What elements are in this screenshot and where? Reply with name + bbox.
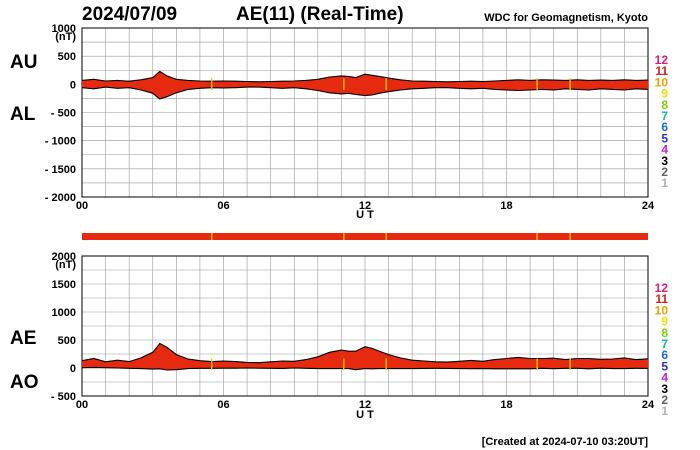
au-al-ytick-label: - 1000: [45, 136, 76, 148]
au-al-station-legend-item: 4: [661, 143, 668, 157]
au-al-xtick-label: 06: [217, 200, 229, 212]
ae-ao-lower-series: [81, 366, 649, 371]
au-al-ytick-label: - 2000: [45, 192, 76, 204]
au-al-unit-label: (nT): [55, 31, 76, 43]
au-al-xtick-label: 18: [500, 200, 512, 212]
ae-ao-xtick-label: 06: [217, 399, 229, 411]
ae-ao-xtick-label: 18: [500, 399, 512, 411]
created-timestamp: [Created at 2024-07-10 03:20UT]: [481, 436, 648, 448]
ae-ao-station-legend-item: 11: [655, 292, 668, 306]
au-al-station-legend-item: 11: [655, 64, 668, 78]
chart-date: 2024/07/09: [82, 4, 178, 25]
ae-ao-ytick-label: - 500: [51, 391, 76, 403]
ae-ao-xtick-label: 24: [642, 399, 655, 411]
ae-ao-upper-series: [81, 342, 649, 364]
ae-ao-station-legend-item: 2: [661, 393, 668, 407]
ae-ao-ytick-label: 500: [58, 335, 76, 347]
au-al-ytick-label: - 1500: [45, 164, 76, 176]
au-al-ytick-label: 1000: [52, 23, 76, 35]
status-bar: [82, 233, 648, 240]
au-al-station-legend-item: 3: [661, 154, 668, 168]
ae-ao-station-legend-item: 10: [655, 303, 669, 317]
ae-ao-station-legend-item: 8: [661, 326, 668, 340]
ae-ao-ytick-label: 2000: [52, 251, 76, 263]
au-al-station-legend-item: 2: [661, 165, 668, 179]
ao-label: AO: [10, 372, 39, 393]
au-al-station-legend-item: 12: [655, 53, 669, 67]
ae-ao-ytick-label: 1500: [52, 279, 76, 291]
ae-ao-station-legend-item: 12: [655, 281, 669, 295]
au-al-station-legend-item: 10: [655, 75, 669, 89]
au-al-upper-series: [81, 70, 649, 83]
al-label: AL: [10, 104, 36, 125]
ae-ao-station-legend-item: 4: [661, 371, 668, 385]
au-label: AU: [10, 52, 38, 73]
ae-label: AE: [10, 328, 37, 349]
ae-ao-station-legend-item: 9: [661, 315, 668, 329]
au-al-station-legend-item: 5: [661, 131, 668, 145]
data-source: WDC for Geomagnetism, Kyoto: [484, 12, 648, 24]
au-al-band: [82, 71, 648, 99]
au-al-station-legend-item: 7: [661, 109, 668, 123]
ae-ao-station-legend-item: 1: [661, 404, 668, 418]
au-al-xaxis-label: U T: [356, 209, 374, 221]
ae-ao-xtick-label: 12: [359, 399, 371, 411]
ae-ao-unit-label: (nT): [55, 259, 76, 271]
au-al-station-legend-item: 6: [661, 120, 668, 134]
ae-ao-xtick-label: 00: [76, 399, 88, 411]
ae-ao-station-legend-item: 3: [661, 382, 668, 396]
ae-ao-band: [82, 343, 648, 370]
ae-ao-ytick-label: 0: [70, 363, 76, 375]
ae-ao-station-legend-item: 7: [661, 337, 668, 351]
au-al-station-legend-item: 9: [661, 87, 668, 101]
au-al-xtick-label: 24: [642, 200, 655, 212]
au-al-lower-series: [81, 86, 649, 100]
au-al-xtick-label: 00: [76, 200, 88, 212]
au-al-ytick-label: - 500: [51, 108, 76, 120]
au-al-station-legend-item: 8: [661, 98, 668, 112]
ae-ao-ytick-label: 1000: [52, 307, 76, 319]
au-al-ytick-label: 500: [58, 51, 76, 63]
ae-ao-xaxis-label: U T: [356, 409, 374, 421]
ae-ao-frame: [81, 255, 649, 397]
au-al-station-legend-item: 1: [661, 176, 668, 190]
au-al-ytick-label: 0: [70, 79, 76, 91]
au-al-frame: [81, 27, 649, 198]
chart-title: AE(11) (Real-Time): [236, 4, 404, 25]
ae-ao-station-legend-item: 5: [661, 359, 668, 373]
ae-ao-station-legend-item: 6: [661, 348, 668, 362]
au-al-xtick-label: 12: [359, 200, 371, 212]
